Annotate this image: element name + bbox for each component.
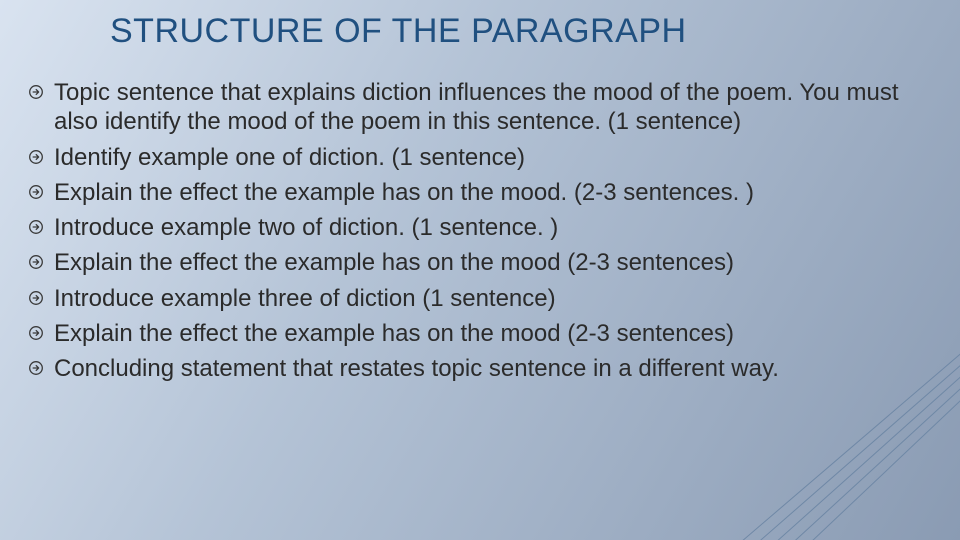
list-item-text: Concluding statement that restates topic… — [54, 354, 920, 383]
circled-arrow-right-icon — [28, 290, 46, 308]
list-item: Topic sentence that explains diction inf… — [28, 78, 920, 137]
list-item-text: Introduce example two of diction. (1 sen… — [54, 213, 920, 242]
list-item: Explain the effect the example has on th… — [28, 319, 920, 348]
circled-arrow-right-icon — [28, 325, 46, 343]
circled-arrow-right-icon — [28, 360, 46, 378]
slide-title: STRUCTURE OF THE PARAGRAPH — [110, 12, 687, 51]
list-item: Identify example one of diction. (1 sent… — [28, 143, 920, 172]
list-item: Explain the effect the example has on th… — [28, 178, 920, 207]
list-item-text: Topic sentence that explains diction inf… — [54, 78, 920, 137]
list-item-text: Explain the effect the example has on th… — [54, 248, 920, 277]
list-item-text: Identify example one of diction. (1 sent… — [54, 143, 920, 172]
list-item-text: Explain the effect the example has on th… — [54, 178, 920, 207]
circled-arrow-right-icon — [28, 149, 46, 167]
bullet-list: Topic sentence that explains diction inf… — [28, 78, 920, 389]
list-item: Concluding statement that restates topic… — [28, 354, 920, 383]
circled-arrow-right-icon — [28, 254, 46, 272]
list-item: Explain the effect the example has on th… — [28, 248, 920, 277]
list-item: Introduce example two of diction. (1 sen… — [28, 213, 920, 242]
list-item: Introduce example three of diction (1 se… — [28, 284, 920, 313]
circled-arrow-right-icon — [28, 184, 46, 202]
circled-arrow-right-icon — [28, 84, 46, 102]
circled-arrow-right-icon — [28, 219, 46, 237]
list-item-text: Explain the effect the example has on th… — [54, 319, 920, 348]
list-item-text: Introduce example three of diction (1 se… — [54, 284, 920, 313]
slide: STRUCTURE OF THE PARAGRAPH Topic sentenc… — [0, 0, 960, 540]
